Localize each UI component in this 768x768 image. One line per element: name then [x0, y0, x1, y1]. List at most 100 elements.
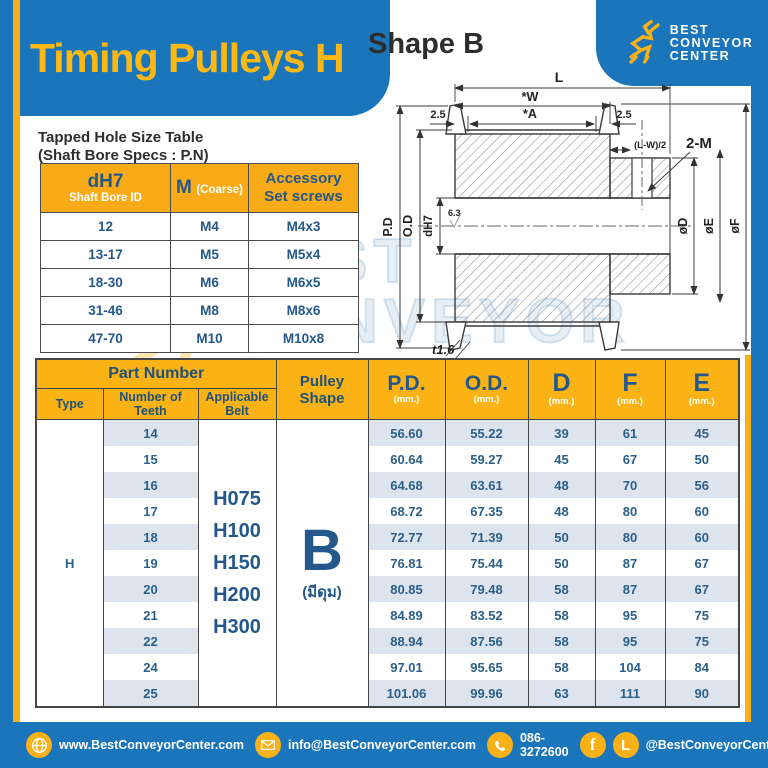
table-row: H 14 H075 H100 H150 H200 H300 B (มีดุม) … — [35, 419, 740, 707]
od-unit: (mm.) — [473, 393, 500, 405]
od-value: 83.52 — [444, 602, 529, 628]
dim-label-lw-half: (L-W)/2 — [634, 140, 666, 151]
od-value: 67.35 — [444, 498, 529, 524]
e-unit: (mm.) — [688, 395, 715, 407]
belt-item: H150 — [213, 552, 261, 574]
teeth-value: 18 — [102, 524, 199, 550]
pd-header: P.D. (mm.) — [367, 358, 446, 420]
d-value: 58 — [527, 602, 596, 628]
pd-value: 88.94 — [367, 628, 446, 654]
e-value: 75 — [664, 602, 740, 628]
facebook-icon[interactable]: f — [579, 732, 606, 758]
od-value: 55.22 — [444, 419, 529, 446]
dim-label-PD: P.D — [381, 217, 395, 236]
table-row: 18-30 M6 M6x5 — [40, 268, 359, 297]
table-row: 13-17 M5 M5x4 — [40, 240, 359, 269]
dim-label-diaD: øD — [676, 218, 690, 235]
teeth-value: 24 — [102, 654, 199, 680]
e-value: 75 — [664, 628, 740, 654]
m-value: M10 — [170, 324, 249, 353]
surface-finish-label: 6.3 — [448, 208, 461, 218]
logo-line: CONVEYOR — [669, 35, 754, 50]
m-header: M — [176, 177, 192, 198]
od-value: 59.27 — [444, 446, 529, 472]
teeth-value: 25 — [102, 680, 199, 707]
teeth-value: 19 — [102, 550, 199, 576]
type-header: Type — [35, 388, 104, 420]
header-row-2: Type Number of Teeth Applicable Belt — [35, 388, 739, 420]
footer-website[interactable]: www.BestConveyorCenter.com — [26, 732, 244, 758]
footer-social[interactable]: f L @BestConveyorCenter — [579, 732, 768, 758]
table-row: 25 101.06 99.96 63 111 90 — [36, 680, 740, 707]
table-row: 31-46 M8 M8x6 — [40, 296, 359, 325]
teeth-value: 21 — [102, 602, 199, 628]
teeth-value: 15 — [102, 446, 199, 472]
d-value: 58 — [527, 576, 596, 602]
table-row: 22 88.94 87.56 58 95 75 — [36, 628, 740, 654]
m-subheader: (Coarse) — [196, 184, 243, 196]
line-icon[interactable]: L — [612, 732, 639, 758]
belt-item: H200 — [213, 584, 261, 606]
tapped-title-line2: (Shaft Bore Specs : P.N) — [38, 147, 209, 164]
f-value: 95 — [594, 602, 666, 628]
belt-item: H300 — [213, 616, 261, 638]
pd-value: 60.64 — [367, 446, 446, 472]
setscrews-header: Set screws — [264, 188, 343, 205]
f-value: 61 — [594, 419, 666, 446]
e-value: 60 — [664, 524, 740, 550]
table-row: 24 97.01 95.65 58 104 84 — [36, 654, 740, 680]
footer-social-text: @BestConveyorCenter — [645, 738, 768, 752]
table-row: 16 64.68 63.61 48 70 56 — [36, 472, 740, 498]
logo-line: BEST — [669, 22, 710, 37]
header-row-1: Part Number Pulley Shape P.D. (mm.) O.D.… — [35, 358, 740, 420]
belt-header: Applicable Belt — [197, 388, 277, 420]
d-value: 48 — [527, 472, 596, 498]
od-value: 71.39 — [444, 524, 529, 550]
f-value: 104 — [594, 654, 666, 680]
pd-unit: (mm.) — [393, 393, 420, 405]
tapped-title-line1: Tapped Hole Size Table — [38, 129, 204, 146]
pd-value: 101.06 — [367, 680, 446, 707]
f-value: 70 — [594, 472, 666, 498]
f-value: 87 — [594, 550, 666, 576]
pd-value: 64.68 — [367, 472, 446, 498]
e-value: 67 — [664, 576, 740, 602]
type-value: H — [35, 419, 104, 707]
tapped-hole-size-table: dH7 Shaft Bore ID M (Coarse) Accessory S… — [40, 163, 359, 353]
dim-label-offset-right: 2.5 — [616, 109, 631, 121]
pulley-technical-drawing: L *W 2.5 *A 2.5 (L-W)/2 2-M P.D — [360, 58, 760, 360]
envelope-icon — [255, 732, 282, 758]
footer-email[interactable]: info@BestConveyorCenter.com — [255, 732, 476, 758]
table-row: 47-70 M10 M10x8 — [40, 324, 359, 353]
d-value: 58 — [527, 628, 596, 654]
tapped-table-title: Tapped Hole Size Table (Shaft Bore Specs… — [38, 129, 209, 165]
f-unit: (mm.) — [617, 395, 643, 407]
teeth-header: Number of Teeth — [102, 388, 199, 420]
logo-text: BEST CONVEYOR CENTER — [669, 22, 754, 63]
f-value: 95 — [594, 628, 666, 654]
teeth-value: 22 — [102, 628, 199, 654]
e-header: E (mm.) — [664, 358, 740, 420]
od-value: 79.48 — [444, 576, 529, 602]
bore-value: 18-30 — [40, 268, 171, 297]
pd-label: P.D. — [387, 371, 426, 395]
footer-phone[interactable]: 086-3272600 — [486, 731, 569, 759]
bore-value: 13-17 — [40, 240, 171, 269]
shape-note: (มีดุม) — [302, 584, 342, 601]
d-header: D (mm.) — [527, 358, 596, 420]
pulley-shape-value: B (มีดุม) — [275, 419, 369, 707]
table-row: 20 80.85 79.48 58 87 67 — [36, 576, 740, 602]
pd-value: 84.89 — [367, 602, 446, 628]
e-value: 84 — [664, 654, 740, 680]
right-border-bar — [751, 0, 768, 768]
f-value: 80 — [594, 498, 666, 524]
footer-bar: www.BestConveyorCenter.com info@BestConv… — [0, 722, 768, 768]
e-value: 45 — [664, 419, 740, 446]
globe-icon — [26, 732, 52, 758]
d-value: 50 — [527, 524, 596, 550]
table-row: 18 72.77 71.39 50 80 60 — [36, 524, 740, 550]
pd-value: 76.81 — [367, 550, 446, 576]
facebook-glyph: f — [589, 735, 596, 754]
f-value: 87 — [594, 576, 666, 602]
footer-website-text: www.BestConveyorCenter.com — [59, 738, 245, 752]
